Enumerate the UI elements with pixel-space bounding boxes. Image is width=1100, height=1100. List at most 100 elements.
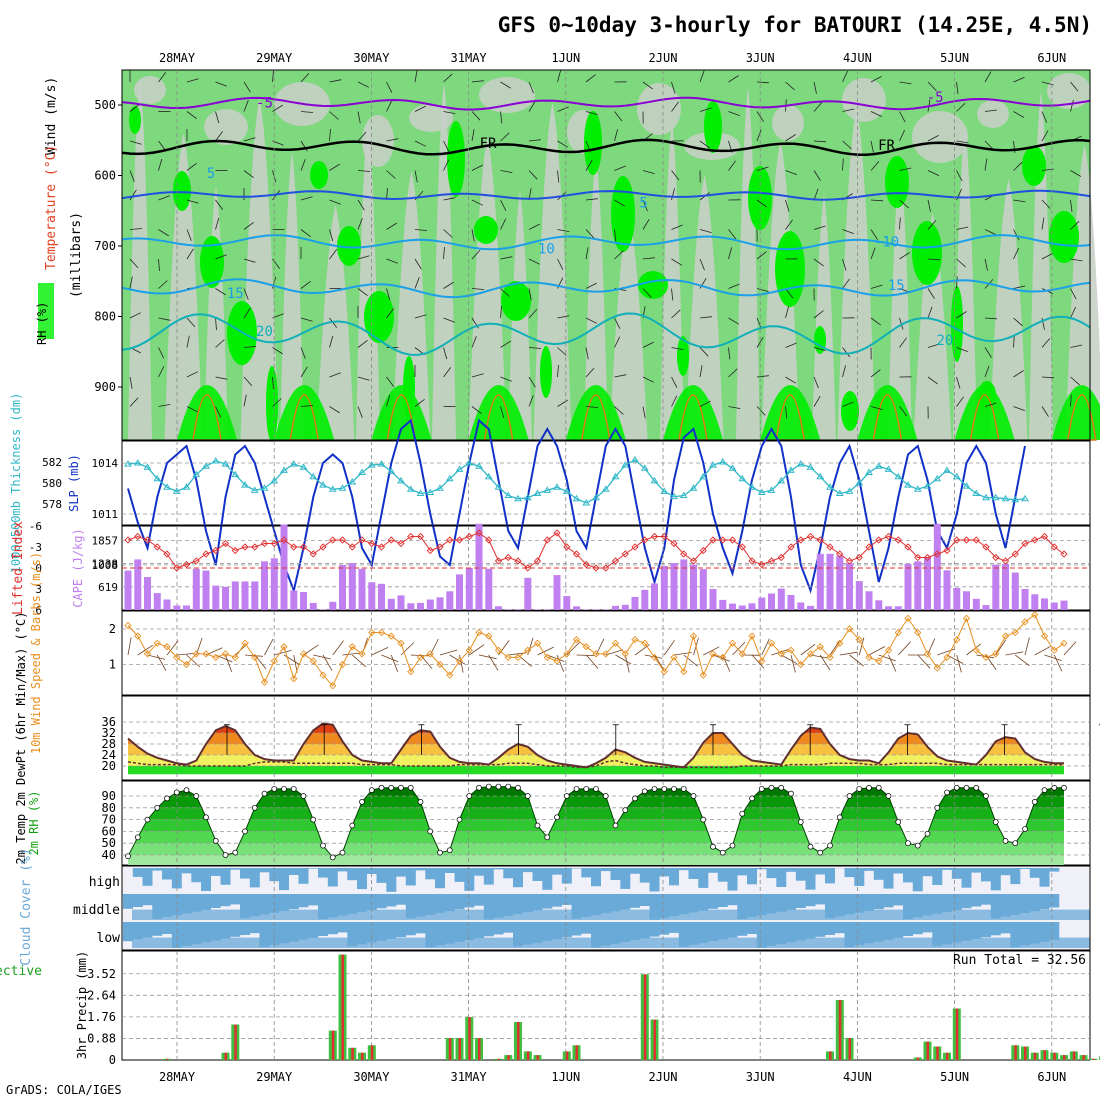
slp-tick-label: 1011	[92, 508, 119, 521]
thickness-marker	[202, 462, 210, 469]
rh2m-marker	[788, 790, 794, 797]
rh2m-marker	[329, 854, 336, 861]
rh2m-marker	[817, 849, 824, 856]
bottom-date-label: 28MAY	[159, 1070, 196, 1084]
wind-barb	[756, 375, 769, 378]
thickness-marker	[172, 487, 181, 494]
wind-barb	[158, 140, 167, 151]
contour-label: 15	[227, 286, 244, 302]
wind10-marker	[1001, 632, 1010, 640]
cape-bar	[1050, 602, 1058, 610]
lifted-index-marker	[153, 543, 161, 551]
wind-barb	[1013, 247, 1019, 260]
wind-barb	[927, 220, 937, 230]
wind-barb	[585, 367, 595, 378]
wind-barb	[1013, 406, 1025, 411]
wind-barb	[386, 376, 395, 387]
cloud-fraction-bar	[327, 868, 338, 887]
wind-barb	[357, 81, 369, 88]
wind-barb	[927, 306, 933, 319]
lifted-index-marker	[748, 557, 756, 565]
rh-moist-region	[266, 366, 278, 442]
wind-barb	[1070, 258, 1083, 262]
cloud-fraction-bar	[132, 894, 143, 907]
wind-barb	[785, 342, 797, 348]
temp-contour-warm	[289, 394, 320, 441]
wind-barb	[1013, 161, 1023, 171]
thickness-marker	[211, 456, 220, 464]
cloud-fraction-bar	[542, 868, 553, 890]
wind-barb	[842, 229, 854, 234]
rh2m-marker	[378, 784, 385, 791]
lifted-index-marker	[407, 532, 415, 541]
wind10-marker	[260, 678, 269, 686]
wind10-marker	[251, 653, 259, 662]
wind-barb	[357, 255, 370, 260]
wind-barb	[984, 258, 988, 271]
wind-barb	[158, 347, 165, 359]
thickness-marker	[348, 477, 357, 485]
rh-dry-region	[685, 175, 724, 440]
wind-barb	[585, 317, 597, 324]
wind10-marker	[894, 628, 902, 637]
wind-barb	[557, 70, 561, 83]
wind10-barb	[351, 654, 367, 668]
wind-barb	[414, 277, 420, 289]
wind-barb	[614, 229, 617, 242]
wind10-marker	[943, 653, 951, 662]
wind-barb	[728, 283, 740, 289]
lifted-index-marker	[553, 529, 561, 537]
wind-barb	[443, 159, 450, 171]
rh2m-marker	[290, 786, 297, 792]
cape-bar	[719, 599, 727, 610]
wind-barb	[215, 81, 227, 87]
wind10-barb	[1034, 645, 1051, 656]
lifted-index-marker	[124, 536, 132, 544]
cloud-fraction-bar	[444, 894, 455, 912]
wind-barb	[471, 373, 484, 378]
wind10-barb	[439, 649, 458, 656]
wind-barb	[243, 170, 254, 179]
precip-convective-bar	[468, 1017, 471, 1060]
cape-axis-label: CAPE (J/kg)	[71, 528, 85, 607]
lifted-index-marker	[514, 557, 522, 565]
wind-barb	[443, 140, 450, 152]
wind-barb	[500, 340, 511, 348]
cloud-fraction-bar	[152, 922, 163, 936]
wind-barb	[899, 81, 912, 85]
cape-bar	[1041, 598, 1048, 610]
cloud-fraction-bar	[708, 894, 718, 909]
cloud-fraction-bar	[620, 922, 631, 942]
wind-barb	[357, 288, 368, 297]
cloud-axis-label: Cloud Cover (%)	[19, 848, 34, 965]
wind10-marker	[767, 639, 776, 647]
cape-bar	[738, 605, 746, 610]
wind-barb	[443, 347, 448, 360]
lifted-index-marker	[329, 536, 337, 544]
cape-bar	[1011, 572, 1019, 610]
wind-barb	[1013, 335, 1015, 348]
cloud-fraction-bar	[630, 922, 640, 941]
lifted-index-marker	[134, 532, 142, 541]
contour-label: 20	[256, 324, 273, 340]
precip-convective-bar	[458, 1038, 461, 1060]
cloud-fraction-bar	[386, 868, 397, 892]
thickness-marker	[163, 483, 171, 490]
cloud-fraction-bar	[912, 894, 923, 918]
wind-barb	[528, 308, 538, 319]
wind-barb	[984, 109, 997, 112]
wind-barb	[785, 199, 790, 212]
lifted-index-marker	[270, 539, 278, 548]
thickness-marker	[280, 466, 288, 473]
wind-barb	[728, 347, 731, 360]
lifted-index-marker	[368, 539, 376, 548]
cape-bar	[612, 605, 619, 610]
wind-barb	[471, 164, 483, 171]
wind-barb	[329, 163, 340, 171]
wind10-marker	[377, 628, 386, 637]
thickness-marker	[592, 493, 600, 501]
wind-barb	[1070, 81, 1079, 92]
wind10-marker	[855, 636, 863, 644]
precip-convective-bar	[351, 1047, 354, 1061]
wind-barb	[528, 223, 540, 230]
